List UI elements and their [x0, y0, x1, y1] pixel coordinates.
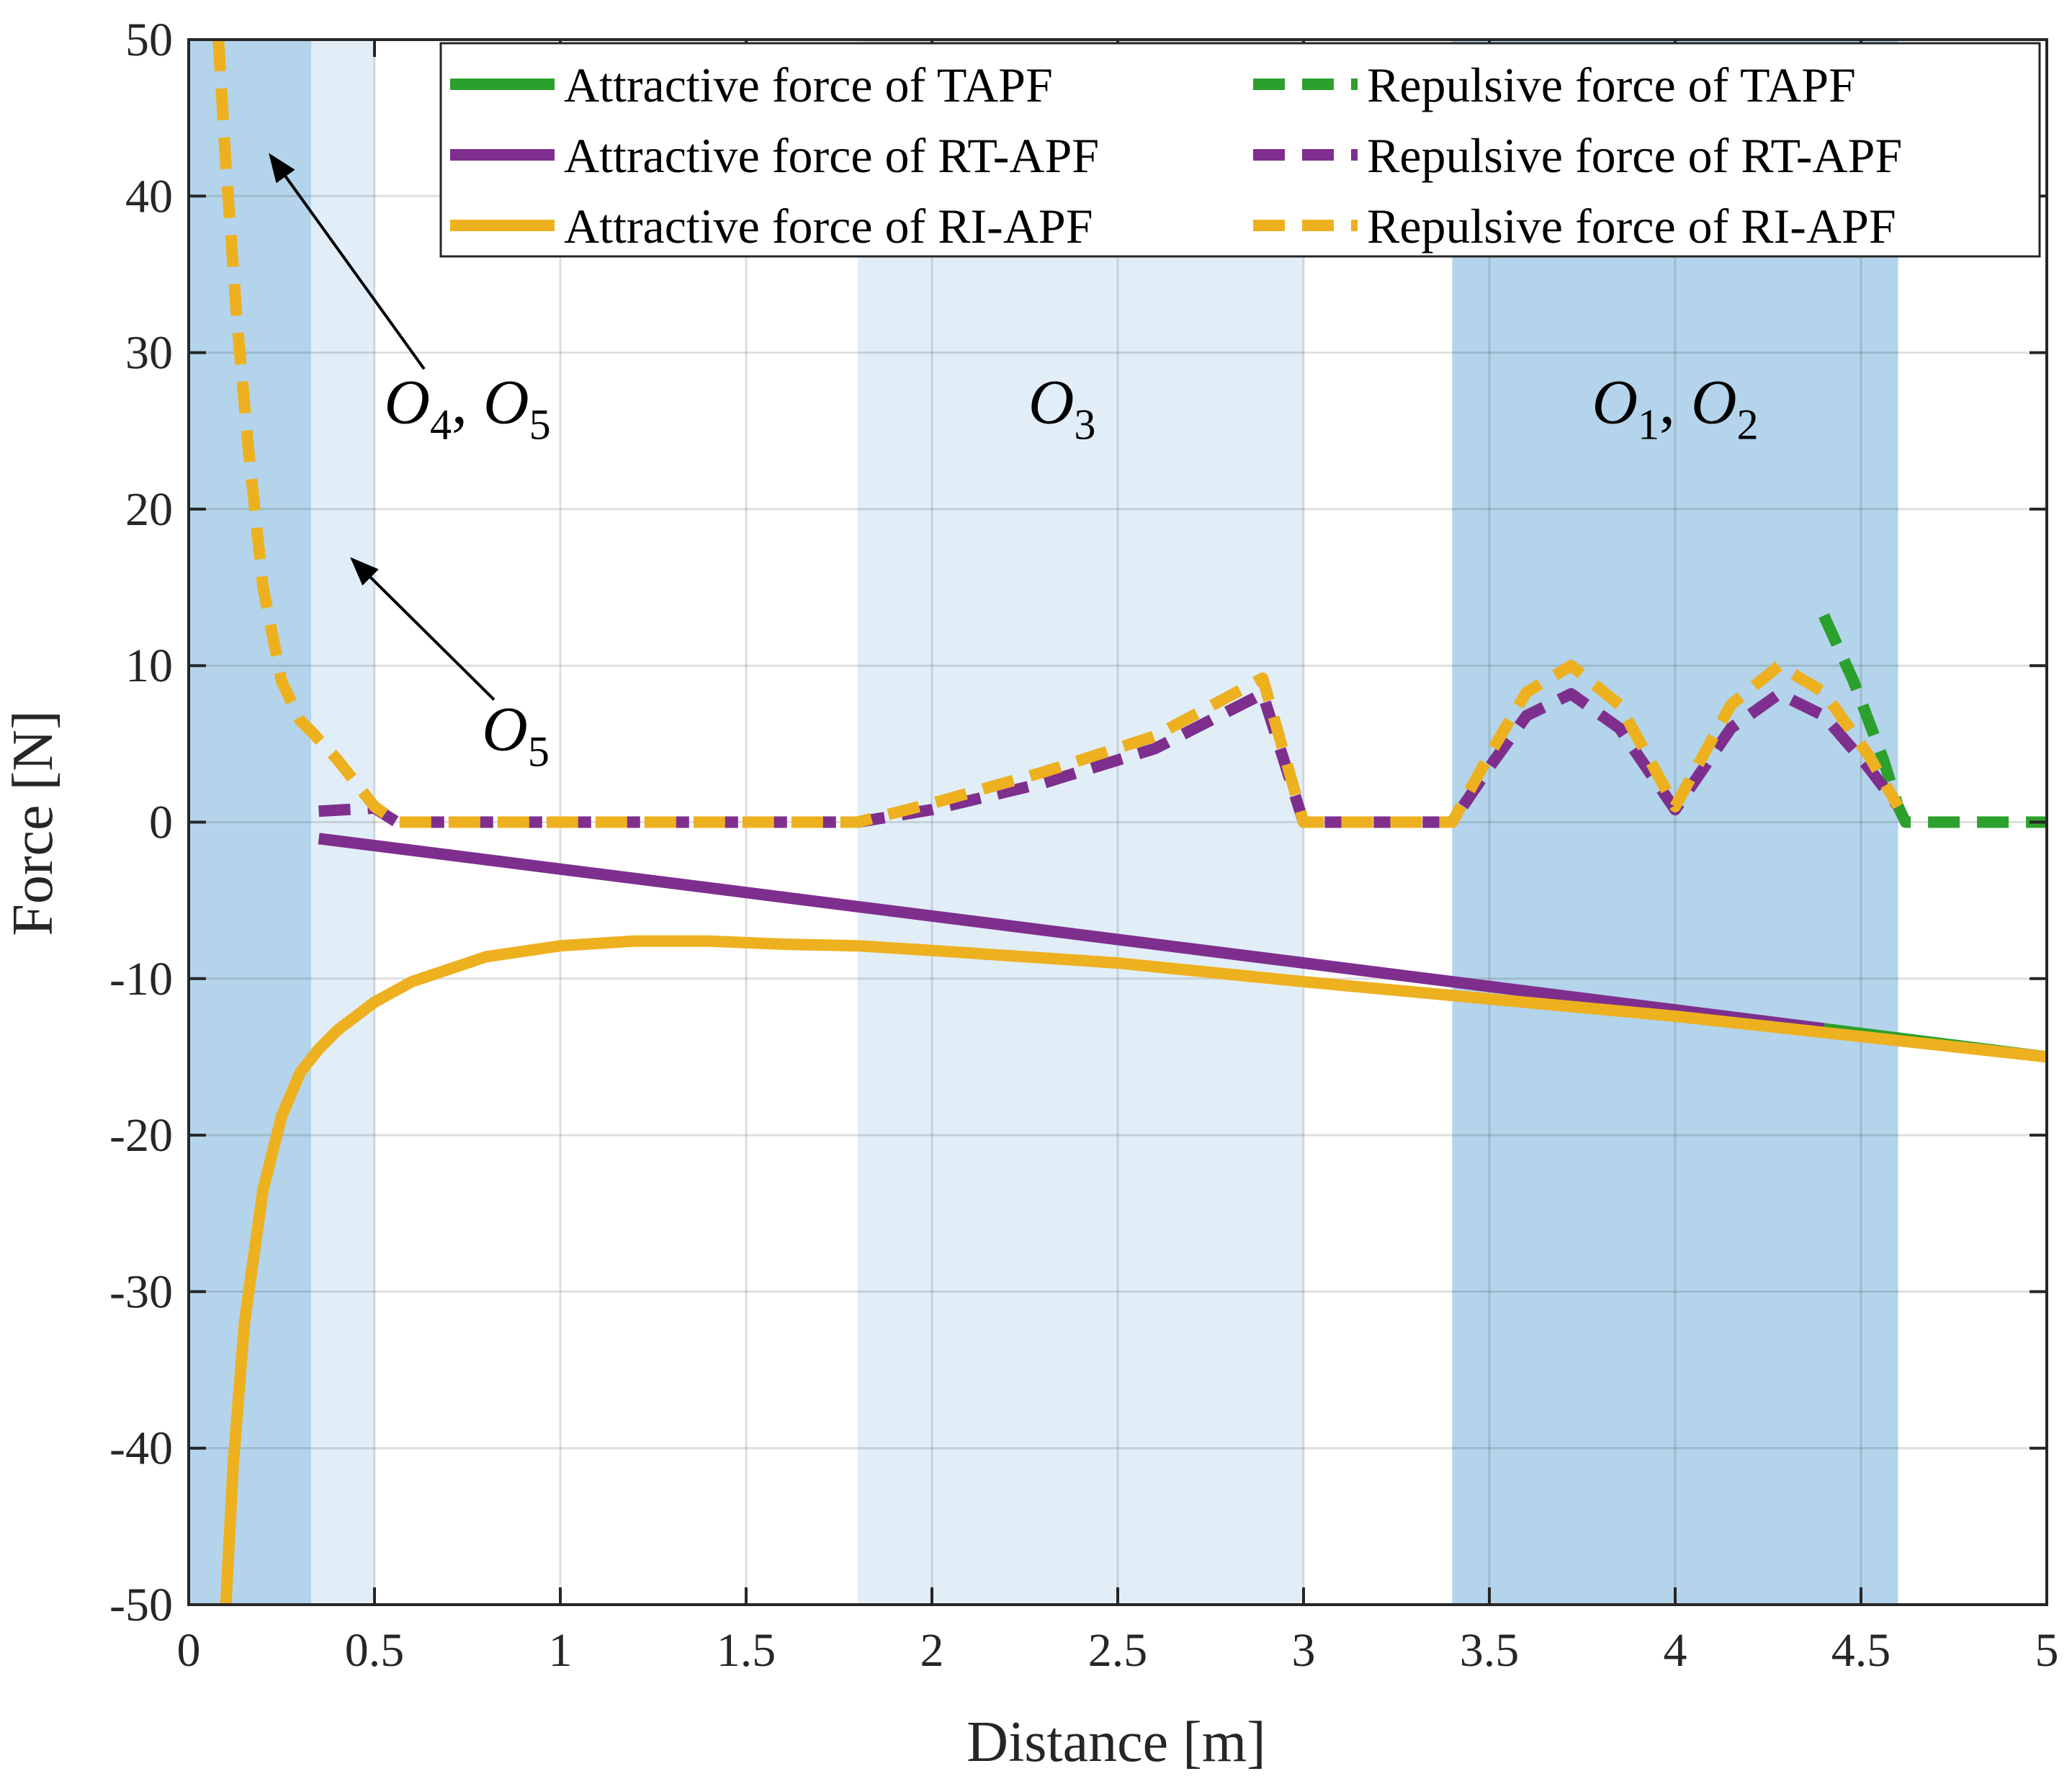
series-attractive-force-of-rt-apf — [318, 833, 1825, 1035]
x-tick-label: 1 — [549, 1624, 573, 1677]
annotation-arrow-1 — [269, 153, 426, 370]
x-tick-label: 5 — [2035, 1624, 2059, 1677]
shaded-region-2 — [311, 40, 375, 1605]
x-tick-label: 1.5 — [717, 1624, 776, 1677]
annotation-symbol: O — [384, 367, 430, 437]
annotation-symbol: O — [483, 367, 529, 437]
x-tick-label: 3.5 — [1460, 1624, 1520, 1677]
data-series — [212, 40, 2047, 1605]
y-tick-label: 0 — [149, 797, 173, 849]
shaded-region-4 — [1452, 40, 1898, 1605]
legend-label-repulsive-force-of-rt-apf: Repulsive force of RT-APF — [1367, 128, 1902, 183]
annotation-label-1: O4, O5 — [384, 367, 550, 448]
y-tick-label: -40 — [109, 1422, 173, 1475]
annotation-subscript: 5 — [529, 400, 551, 448]
annotation-label-3: O3 — [1028, 367, 1096, 448]
shaded-region-1 — [189, 40, 312, 1605]
legend-label-repulsive-force-of-tapf: Repulsive force of TAPF — [1367, 58, 1856, 112]
annotation-subscript: 3 — [1074, 400, 1095, 448]
legend-label-attractive-force-of-tapf: Attractive force of TAPF — [564, 58, 1053, 112]
annotation-label-4: O1, O2 — [1592, 367, 1758, 448]
legend-label-repulsive-force-of-ri-apf: Repulsive force of RI-APF — [1367, 199, 1896, 254]
annotation-subscript: 5 — [528, 728, 550, 776]
annotation-symbol: O — [1691, 367, 1737, 437]
legend-label-attractive-force-of-ri-apf: Attractive force of RI-APF — [564, 199, 1093, 254]
tick-labels: 0 0.5 1 1.5 2 2.5 3 3.5 4 4.5 5 -50 -40 -30 -20 -10 0 10 2… — [109, 14, 2058, 1677]
x-tick-label: 0.5 — [345, 1624, 405, 1677]
x-tick-label: 2.5 — [1088, 1624, 1148, 1677]
y-tick-label: 50 — [125, 14, 173, 66]
x-tick-label: 3 — [1292, 1624, 1316, 1677]
x-tick-label: 2 — [920, 1624, 944, 1677]
x-tick-label: 4 — [1664, 1624, 1687, 1677]
y-tick-label: -50 — [109, 1579, 173, 1631]
legend-label-attractive-force-of-rt-apf: Attractive force of RT-APF — [564, 128, 1099, 183]
annotation-label-2: O5 — [482, 695, 550, 776]
annotation-subscript: 2 — [1737, 400, 1759, 448]
y-axis-title: Force [N] — [1, 710, 65, 936]
legend-box — [439, 42, 2041, 258]
y-tick-label: 30 — [125, 327, 173, 380]
series-repulsive-force-of-ri-apf — [212, 40, 1903, 828]
y-tick-label: 40 — [125, 170, 173, 223]
x-tick-label: 0 — [177, 1624, 201, 1677]
series-attractive-force-of-ri-apf — [220, 935, 2047, 1605]
annotation-separator: , — [452, 367, 483, 437]
y-tick-label: 10 — [125, 640, 173, 692]
annotation-subscript: 4 — [430, 400, 452, 448]
annotation-symbol: O — [482, 695, 528, 765]
shaded-regions — [189, 40, 1898, 1605]
y-tick-label: -10 — [109, 953, 173, 1005]
shaded-region-3 — [857, 40, 1304, 1605]
series-repulsive-force-of-tapf — [1818, 613, 2047, 828]
annotation-symbol: O — [1028, 367, 1075, 437]
annotation-symbol: O — [1592, 367, 1638, 437]
annotation-subscript: 1 — [1638, 400, 1659, 448]
annotation-separator: , — [1659, 367, 1691, 437]
x-axis-title: Distance [m] — [967, 1711, 1265, 1774]
legend: Attractive force of TAPF Repulsive force … — [439, 42, 2041, 258]
y-tick-label: 20 — [125, 483, 173, 536]
y-tick-label: -20 — [109, 1109, 173, 1162]
x-tick-label: 4.5 — [1831, 1624, 1891, 1677]
y-tick-label: -30 — [109, 1265, 173, 1318]
annotation-arrow-2 — [350, 557, 495, 701]
